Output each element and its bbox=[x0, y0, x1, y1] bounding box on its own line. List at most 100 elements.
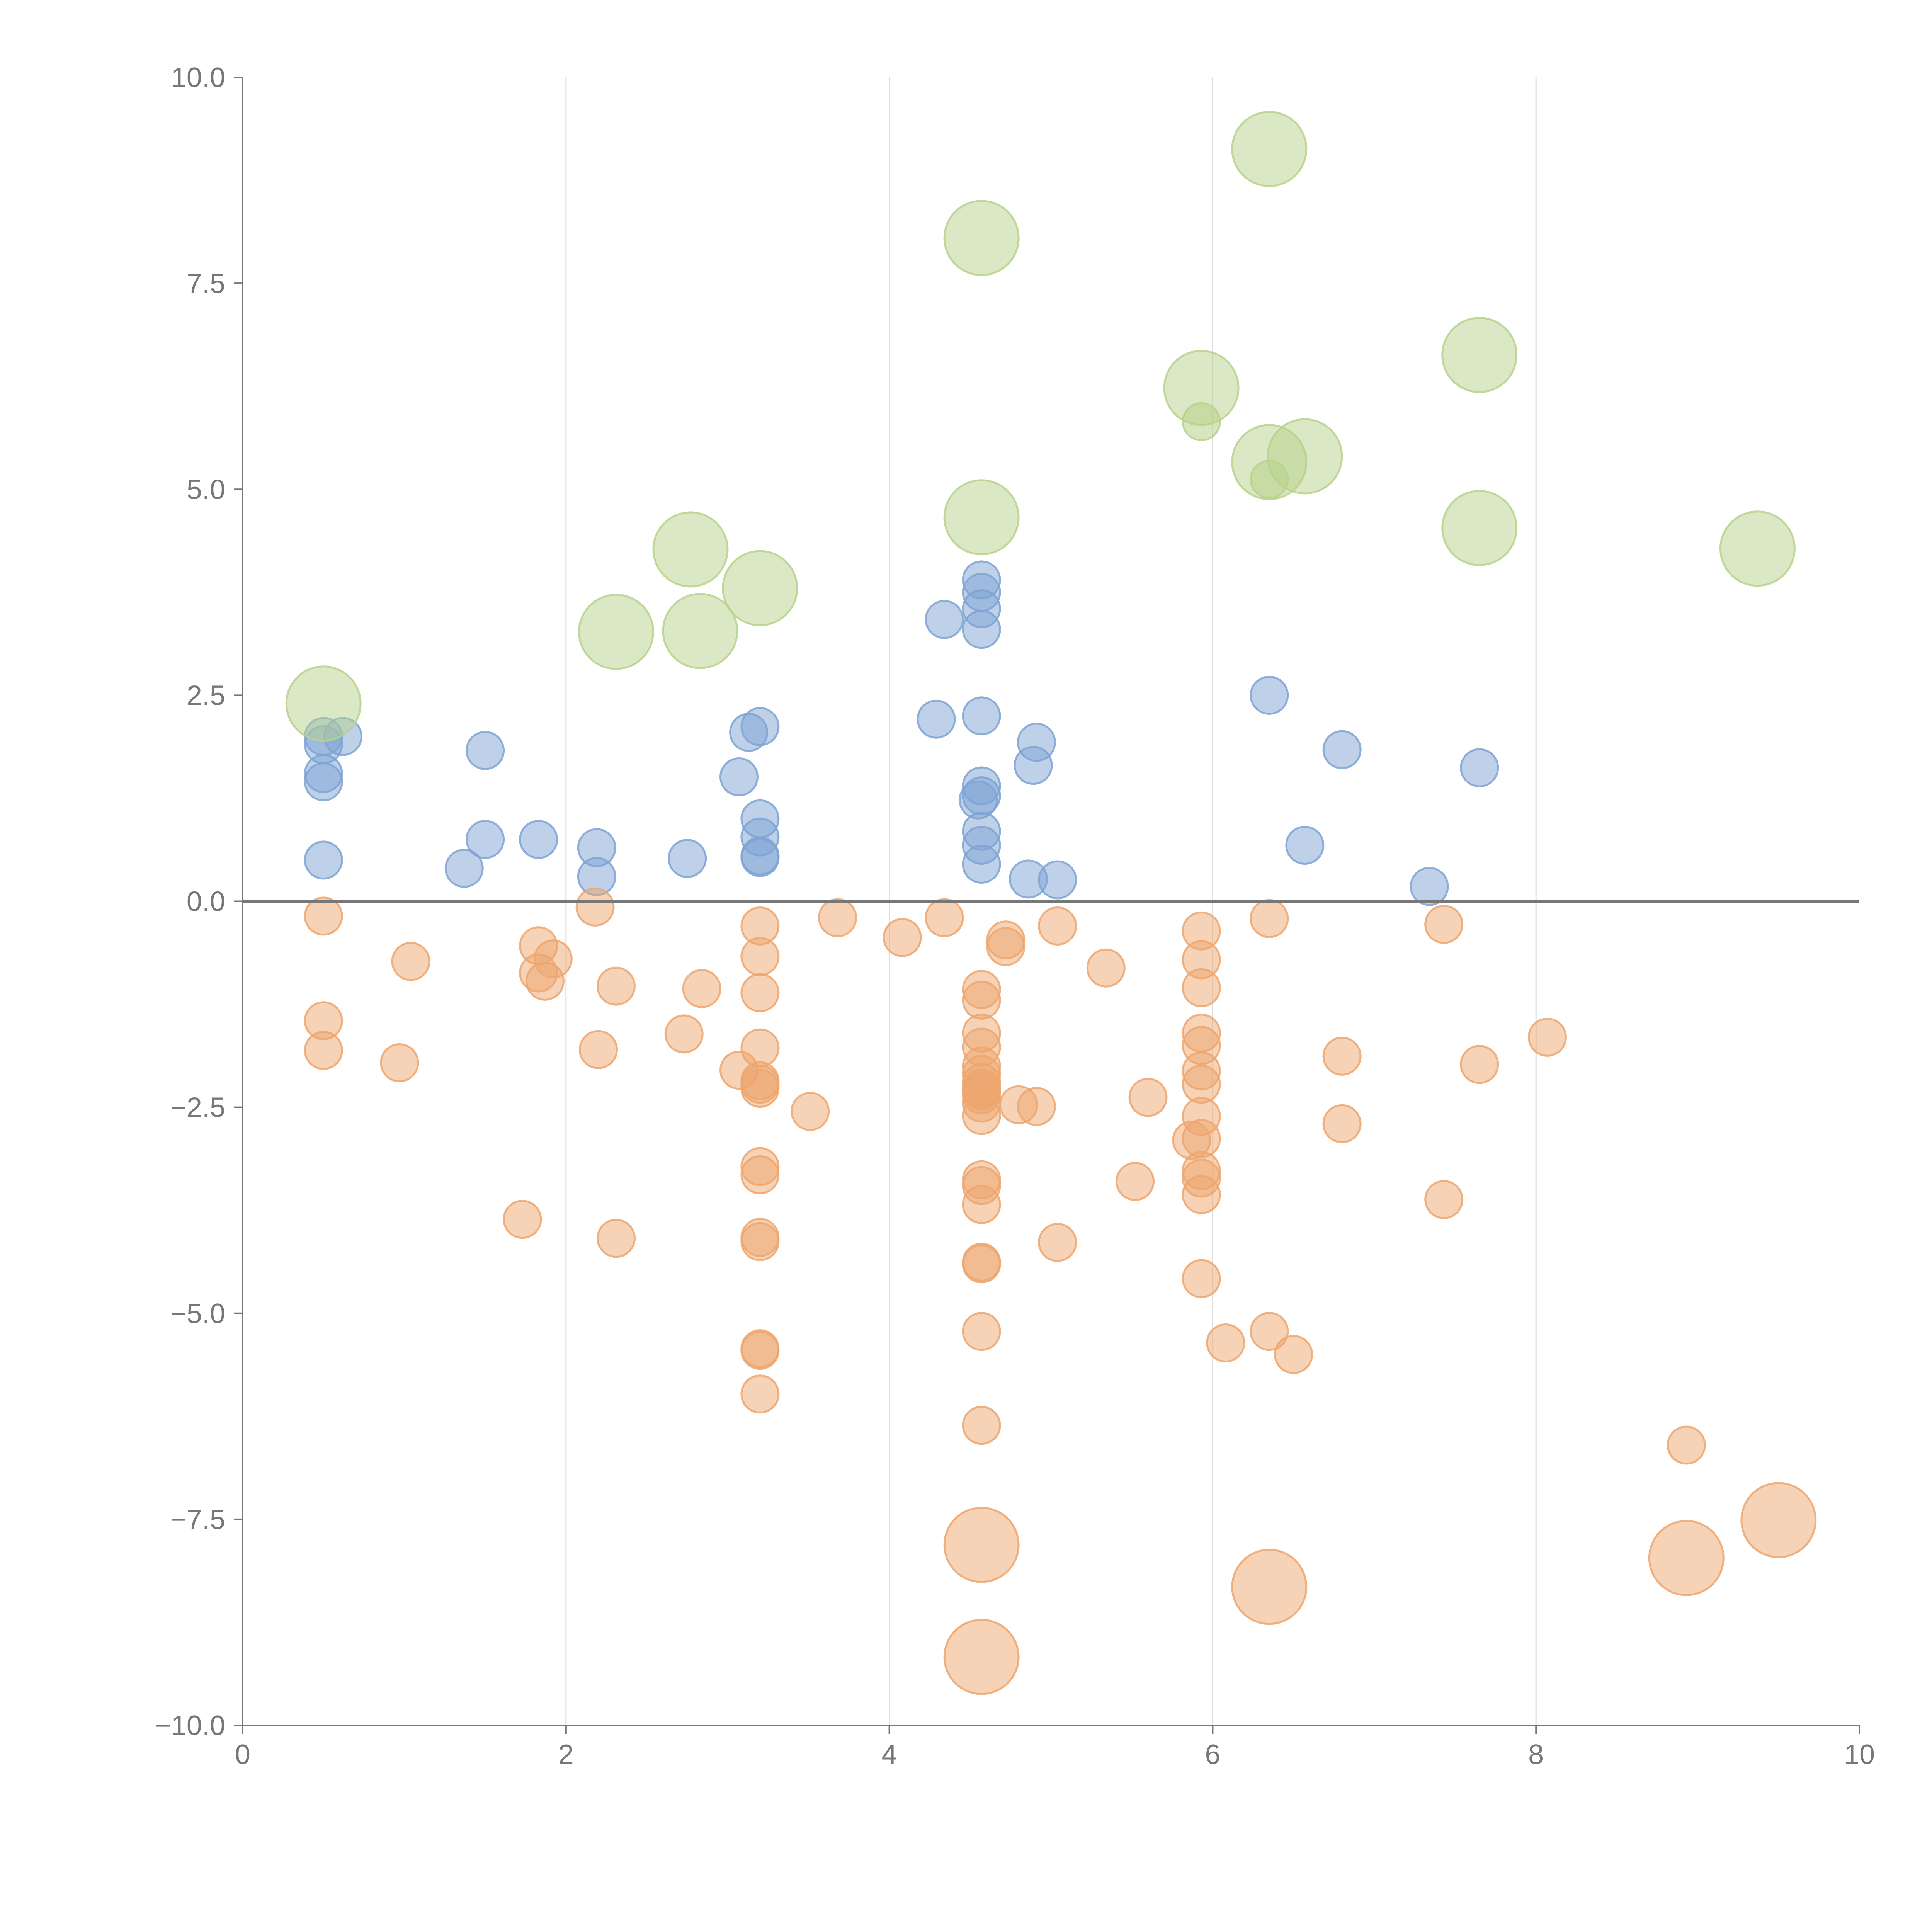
data-point-positive-small bbox=[962, 610, 1001, 649]
data-point-positive-large bbox=[652, 511, 729, 588]
x-tick-label: 2 bbox=[558, 1739, 574, 1770]
data-point-negative-small bbox=[962, 980, 1001, 1020]
data-point-negative-small bbox=[818, 898, 857, 937]
data-point-positive-large bbox=[1231, 111, 1308, 187]
data-point-negative-small bbox=[304, 1031, 343, 1070]
data-point-negative-small bbox=[1250, 899, 1289, 938]
data-point-negative-small bbox=[1206, 1323, 1245, 1363]
data-point-negative-small bbox=[740, 1069, 780, 1108]
y-tick-label: 5.0 bbox=[187, 474, 225, 505]
data-point-positive-large bbox=[1441, 490, 1518, 566]
x-tick-label: 10 bbox=[1844, 1739, 1875, 1770]
y-tick-label: −5.0 bbox=[170, 1298, 225, 1329]
data-point-negative-small bbox=[380, 1043, 419, 1082]
data-point-positive-small bbox=[719, 757, 759, 796]
y-tick-label: −2.5 bbox=[170, 1092, 225, 1123]
data-point-positive-small bbox=[1410, 867, 1449, 906]
data-point-negative-small bbox=[962, 1185, 1001, 1224]
data-point-negative-small bbox=[1128, 1078, 1168, 1117]
data-point-negative-small bbox=[986, 927, 1026, 966]
data-point-positive-small bbox=[917, 699, 956, 739]
data-point-positive-small bbox=[1285, 825, 1325, 865]
x-tick-label: 6 bbox=[1205, 1739, 1220, 1770]
data-point-negative-small bbox=[740, 1331, 780, 1370]
data-point-negative-small bbox=[791, 1092, 830, 1131]
data-point-positive-small bbox=[668, 839, 707, 878]
data-point-positive-small bbox=[1038, 860, 1077, 900]
data-point-positive-small bbox=[444, 849, 484, 888]
data-point-negative-small bbox=[740, 937, 780, 976]
data-point-negative-small bbox=[1322, 1104, 1362, 1143]
data-point-negative-small bbox=[1250, 1312, 1289, 1351]
data-point-negative-small bbox=[533, 939, 573, 979]
data-point-positive-large bbox=[722, 550, 798, 626]
data-point-negative-small bbox=[1182, 968, 1221, 1007]
data-point-negative-small bbox=[1182, 1175, 1221, 1214]
data-point-negative-small bbox=[1116, 1162, 1155, 1201]
data-point-negative-small bbox=[740, 1028, 780, 1068]
data-point-negative-small bbox=[740, 1222, 780, 1261]
data-point-negative-small bbox=[883, 918, 922, 957]
data-point-negative-small bbox=[664, 1014, 704, 1054]
data-point-positive-large-small bbox=[1250, 460, 1289, 499]
data-point-negative-small bbox=[740, 1374, 780, 1414]
data-point-negative-small bbox=[1527, 1017, 1567, 1057]
y-tick-label: 0.0 bbox=[187, 886, 225, 917]
data-point-negative-small bbox=[1424, 905, 1464, 944]
y-tick-label: 7.5 bbox=[187, 268, 225, 299]
y-tick-label: −7.5 bbox=[170, 1504, 225, 1535]
data-point-positive-large bbox=[662, 593, 738, 669]
data-point-negative-small bbox=[503, 1200, 542, 1239]
y-tick-label: 2.5 bbox=[187, 680, 225, 711]
data-point-negative-small bbox=[740, 1155, 780, 1194]
data-point-negative-small bbox=[962, 1244, 1001, 1284]
x-tick-label: 0 bbox=[235, 1739, 250, 1770]
data-point-positive-small bbox=[1014, 746, 1053, 785]
data-point-negative-small bbox=[1086, 948, 1126, 988]
data-point-negative-small bbox=[925, 898, 964, 937]
data-point-negative-small bbox=[1322, 1036, 1362, 1076]
data-point-positive-small bbox=[1460, 748, 1499, 787]
data-point-negative-small bbox=[597, 1219, 636, 1258]
data-point-positive-small bbox=[304, 840, 343, 880]
data-point-negative-small bbox=[1182, 1259, 1221, 1298]
data-point-positive-large bbox=[285, 665, 362, 742]
data-point-negative-small bbox=[682, 969, 721, 1009]
data-point-negative-large bbox=[1648, 1520, 1725, 1596]
data-point-positive-small bbox=[740, 707, 780, 746]
data-point-positive-large-small bbox=[1182, 402, 1221, 441]
data-point-negative-small bbox=[962, 1096, 1001, 1135]
data-point-positive-small bbox=[925, 600, 964, 639]
data-point-positive-large bbox=[943, 479, 1020, 556]
data-point-negative-large bbox=[1231, 1549, 1308, 1625]
data-point-positive-large bbox=[578, 594, 655, 670]
data-point-positive-large bbox=[1441, 317, 1518, 393]
y-tick-label: 10.0 bbox=[171, 62, 225, 93]
data-point-positive-small bbox=[740, 838, 780, 877]
y-tick-label: −10.0 bbox=[155, 1710, 225, 1741]
data-point-negative-small bbox=[578, 1030, 618, 1069]
data-point-negative-large bbox=[1740, 1482, 1817, 1558]
data-point-positive-small bbox=[519, 820, 558, 859]
data-point-negative-small bbox=[391, 942, 430, 981]
data-point-negative-large bbox=[943, 1619, 1020, 1695]
data-point-negative-small bbox=[1424, 1180, 1464, 1219]
data-point-negative-small bbox=[1017, 1087, 1056, 1126]
data-point-positive-large bbox=[1719, 510, 1796, 587]
data-point-negative-small bbox=[1667, 1425, 1706, 1465]
data-point-positive-small bbox=[304, 762, 343, 801]
data-point-positive-small bbox=[466, 820, 505, 859]
data-point-positive-small bbox=[962, 845, 1001, 884]
data-point-negative-small bbox=[304, 896, 343, 936]
data-point-positive-small bbox=[466, 731, 505, 770]
data-point-negative-small bbox=[1038, 906, 1077, 946]
axes: 0 2 4 6 8 10 −10.0 −7.5 −5.0 −2.5 0.0 2.5 5.0 7.5 10.0 bbox=[155, 62, 1875, 1770]
data-point-negative-small bbox=[575, 887, 615, 927]
x-tick-label: 4 bbox=[882, 1739, 897, 1770]
data-point-positive-small bbox=[1322, 730, 1362, 769]
data-point-positive-small bbox=[962, 696, 1001, 736]
data-point-positive-small bbox=[1250, 675, 1289, 715]
data-point-negative-small bbox=[597, 966, 636, 1006]
